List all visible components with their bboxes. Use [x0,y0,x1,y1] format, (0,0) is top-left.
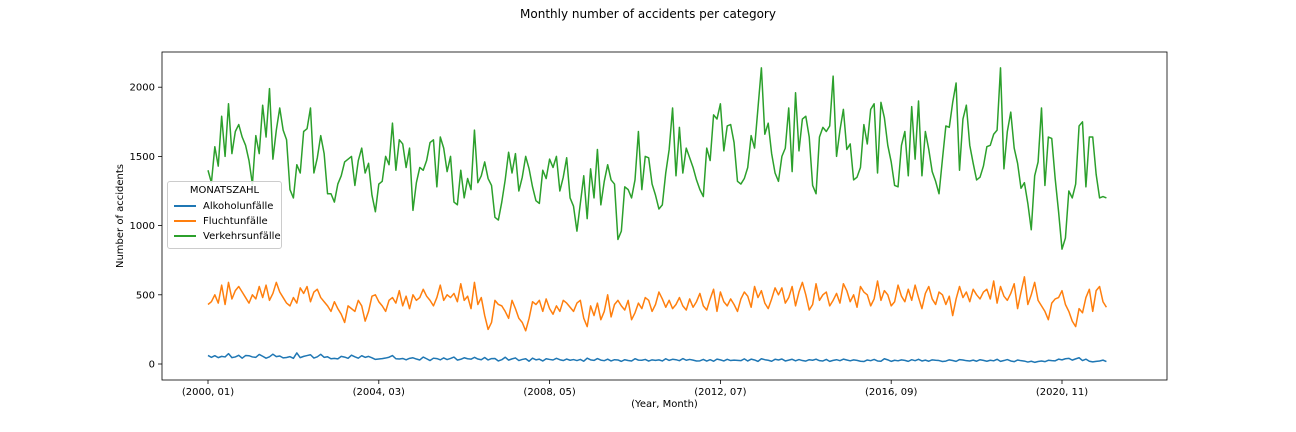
x-axis: (2000, 01) (2004, 03) (2008, 05) (2012, 07)… [182,380,1088,398]
y-tick-label: 1000 [130,221,155,232]
legend-label: Fluchtunfälle [203,215,268,227]
x-tick-label: (2008, 05) [523,387,575,398]
chart-title: Monthly number of accidents per category [520,7,776,21]
plot-frame [161,51,1168,381]
y-tick-label: 2000 [130,83,155,94]
y-axis-label: Number of accidents [115,164,126,268]
legend-title: MONATSZAHL [189,185,260,196]
legend-swatch [174,235,196,237]
legend-swatch [174,205,196,207]
x-tick-label: (2000, 01) [182,387,234,398]
legend: MONATSZAHL Alkoholunfälle Fluchtunfälle … [167,181,282,249]
y-tick-label: 1500 [130,152,155,163]
legend-label: Verkehrsunfälle [203,230,281,242]
legend-swatch [174,220,196,222]
x-tick-label: (2020, 11) [1036,387,1088,398]
legend-label: Alkoholunfälle [203,200,274,212]
y-tick-label: 500 [136,290,155,301]
x-axis-label: (Year, Month) [631,399,698,410]
legend-item-verkehrsunfaelle: Verkehrsunfälle [174,229,281,243]
series-line-2 [207,67,1107,250]
y-tick-label: 0 [149,360,155,371]
x-tick-label: (2012, 07) [694,387,746,398]
series-line-0 [207,352,1107,364]
series-layer [207,67,1108,364]
legend-item-fluchtunfaelle: Fluchtunfälle [174,214,268,228]
series-line-1 [207,276,1108,332]
x-tick-label: (2016, 09) [865,387,917,398]
x-tick-label: (2004, 03) [353,387,405,398]
y-axis: 0 500 1000 1500 2000 [130,83,162,371]
legend-item-alkoholunfaelle: Alkoholunfälle [174,199,273,213]
